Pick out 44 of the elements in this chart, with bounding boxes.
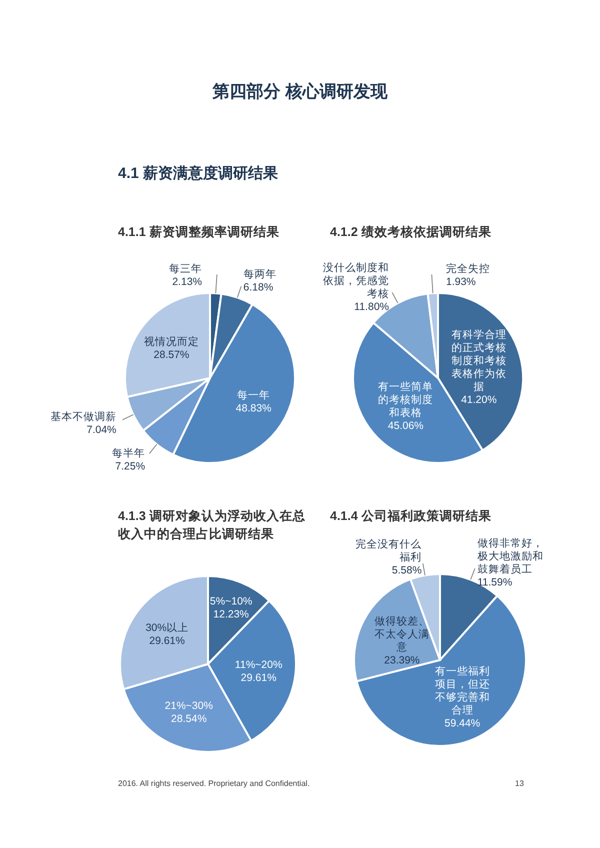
text: 4.1 薪资满意度调研结果 <box>118 164 280 182</box>
text: 第四部分 核心调研发现 <box>212 82 388 101</box>
data-label: 23.39% <box>384 654 420 666</box>
slice-label: 每三年 <box>169 263 202 275</box>
text: 2016. All rights reserved. Proprietary and Confidential. <box>118 779 310 788</box>
chart-title: 4.1.2 绩效考核依据调研结果 <box>330 224 492 239</box>
data-label: 5.58% <box>392 564 422 577</box>
data-label: 28.57% <box>154 348 190 361</box>
data-label: 48.83% <box>236 402 272 414</box>
data-label: 7.04% <box>86 424 116 436</box>
data-label: 6.18% <box>243 281 274 294</box>
slice-label: 做得较差、不太令人满意 <box>374 614 430 654</box>
chart-title: 4.1.4 公司福利政策调研结果 <box>330 508 492 523</box>
data-label: 11.80% <box>354 301 390 314</box>
text: 13 <box>515 779 524 788</box>
data-label: 1.93% <box>446 276 476 288</box>
data-label: 29.61% <box>149 635 185 647</box>
slice-label: 基本不做调薪 <box>50 410 116 424</box>
slice-label: 没什么制度和依据，凭感觉考核 <box>323 261 390 300</box>
slice-label: 完全没有什么福利 <box>356 538 422 564</box>
data-label: 7.25% <box>115 460 146 472</box>
data-label: 11.59% <box>477 576 512 588</box>
slice-label: 30%以上 <box>146 621 189 634</box>
slice-label: 有一些简单的考核制度和表格 <box>378 380 434 420</box>
slice-label: 每半年 <box>112 446 146 460</box>
slice-label: 5%~10% <box>210 595 252 608</box>
slice-label: 有一些福利项目，但还不够完善和合理 <box>434 664 490 717</box>
data-label: 29.61% <box>240 672 276 684</box>
slice-label: 完全失控 <box>446 262 490 275</box>
data-label: 45.06% <box>388 420 424 432</box>
data-label: 41.20% <box>461 394 497 406</box>
chart-title: 4.1.3 调研对象认为浮动收入在总收入中的合理占比调研结果 <box>118 508 306 541</box>
slice-label: 做得非常好，极大地激励和鼓舞着员工 <box>476 536 544 576</box>
data-label: 28.54% <box>171 712 207 725</box>
slice-label: 21%~30% <box>164 700 213 712</box>
data-label: 59.44% <box>444 718 480 730</box>
slice-label: 有科学合理的正式考核制度和考核表格作为依据 <box>451 328 506 393</box>
slice-label: 11%~20% <box>234 659 282 672</box>
chart-title: 4.1.1 薪资调整频率调研结果 <box>118 224 280 239</box>
slice-label: 每两年 <box>243 268 276 280</box>
slice-label: 视情况而定 <box>144 334 199 348</box>
slice-label: 每一年 <box>237 390 270 402</box>
data-label: 12.23% <box>213 608 249 620</box>
data-label: 2.13% <box>172 276 202 288</box>
